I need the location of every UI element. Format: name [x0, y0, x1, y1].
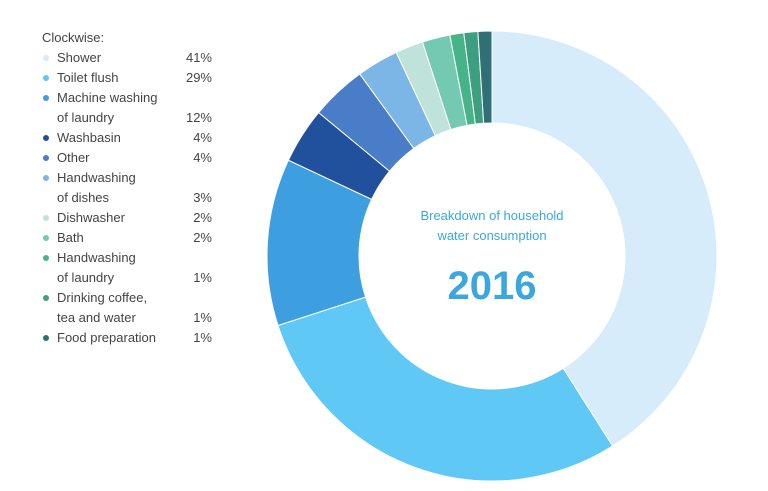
legend-label-line: Dishwasher — [57, 210, 125, 225]
legend-item: Shower 41% — [42, 48, 212, 68]
legend-item: Handwashing of dishes 3% — [42, 168, 212, 208]
legend-label-line: Machine washing — [57, 90, 158, 105]
legend-label-line: Drinking coffee, — [57, 290, 148, 305]
legend-swatch — [43, 335, 49, 341]
legend-value: 4% — [193, 130, 212, 145]
legend-value: 2% — [193, 210, 212, 225]
legend-label: Machine washing of laundry — [57, 88, 172, 128]
legend-swatch — [43, 155, 49, 161]
chart-subtitle: Breakdown of household water consumption — [372, 206, 612, 246]
legend-label: Food preparation — [57, 328, 172, 348]
chart-year: 2016 — [447, 264, 537, 308]
legend-label: Handwashing of laundry — [57, 248, 172, 288]
legend-label-line: of laundry — [57, 270, 115, 285]
legend-label: Toilet flush — [57, 68, 172, 88]
legend-label: Handwashing of dishes — [57, 168, 172, 208]
legend-item: Other 4% — [42, 148, 212, 168]
legend-value: 4% — [193, 150, 212, 165]
legend-value: 1% — [193, 330, 212, 345]
legend-label: Drinking coffee, tea and water — [57, 288, 172, 328]
legend-item: Bath 2% — [42, 228, 212, 248]
legend-label-line: of dishes — [57, 190, 110, 205]
legend-label-line: of laundry — [57, 110, 115, 125]
legend-label: Dishwasher — [57, 208, 172, 228]
legend-item: Machine washing of laundry 12% — [42, 88, 212, 128]
donut-slice — [477, 30, 493, 124]
legend-value: 12% — [185, 110, 212, 125]
legend-label-line: Handwashing — [57, 250, 136, 265]
legend-label: Other — [57, 148, 172, 168]
legend-item: Drinking coffee, tea and water 1% — [42, 288, 212, 328]
legend-label: Washbasin — [57, 128, 172, 148]
legend-swatch — [43, 135, 49, 141]
chart-subtitle-line-1: Breakdown of household — [420, 208, 564, 223]
legend-label-line: Other — [57, 150, 90, 165]
legend-swatch — [43, 215, 49, 221]
legend-label-line: Washbasin — [57, 130, 121, 145]
chart-subtitle-line-2: water consumption — [437, 228, 547, 243]
legend-swatch — [43, 255, 49, 261]
legend-swatch — [43, 95, 49, 101]
legend-heading: Clockwise: — [42, 30, 105, 45]
legend-value: 29% — [185, 70, 212, 85]
legend-swatch — [43, 175, 49, 181]
donut-slice — [277, 296, 614, 482]
legend-item: Washbasin 4% — [42, 128, 212, 148]
legend-label: Shower — [57, 48, 172, 68]
legend-label: Bath — [57, 228, 172, 248]
legend-label-line: Bath — [57, 230, 84, 245]
legend: Clockwise: Shower 41% Toilet flush 29% Machi… — [42, 28, 212, 348]
legend-label-line: Food preparation — [57, 330, 157, 345]
legend-list: Shower 41% Toilet flush 29% Machine washing o… — [42, 48, 212, 348]
legend-swatch — [43, 295, 49, 301]
legend-value: 41% — [185, 50, 212, 65]
legend-swatch — [43, 235, 49, 241]
legend-item: Handwashing of laundry 1% — [42, 248, 212, 288]
legend-label-line: tea and water — [57, 310, 136, 325]
legend-label-line: Shower — [57, 50, 102, 65]
legend-value: 3% — [193, 190, 212, 205]
legend-swatch — [43, 75, 49, 81]
donut-slice — [491, 30, 718, 447]
legend-value: 1% — [193, 270, 212, 285]
legend-value: 2% — [193, 230, 212, 245]
legend-swatch — [43, 55, 49, 61]
legend-item: Dishwasher 2% — [42, 208, 212, 228]
legend-label-line: Handwashing — [57, 170, 136, 185]
legend-item: Toilet flush 29% — [42, 68, 212, 88]
legend-label-line: Toilet flush — [57, 70, 119, 85]
legend-value: 1% — [193, 310, 212, 325]
legend-item: Food preparation 1% — [42, 328, 212, 348]
